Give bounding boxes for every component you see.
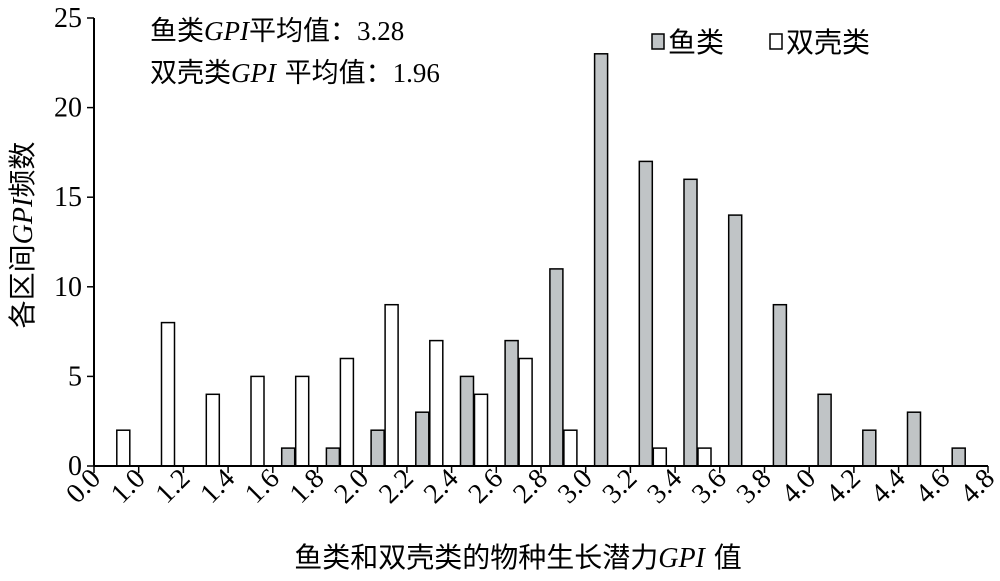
bar-bivalve-2.4: [473, 393, 489, 467]
x-tick-label: 2.0: [328, 463, 375, 510]
bar-bivalve-1.6: [294, 375, 310, 467]
x-tick-label: 2.6: [463, 463, 510, 510]
bar-bivalve-3.4: [697, 447, 712, 467]
bar-fish-4.6: [951, 447, 966, 467]
x-tick-label: 3.2: [597, 463, 644, 510]
axes: [87, 17, 989, 473]
y-tick-label: 25: [54, 3, 82, 34]
bar-bivalve-3.2: [652, 447, 668, 467]
bar-fish-4.0: [817, 393, 832, 467]
legend-swatch-fish: [651, 33, 665, 50]
bar-fish-2.2: [415, 411, 430, 467]
x-tick-label: 4.2: [820, 463, 867, 510]
y-axis-label: 各区间GPI频数: [6, 142, 39, 329]
x-tick-label: 4.6: [910, 463, 957, 510]
bar-fish-2.8: [549, 268, 564, 467]
x-tick-label: 4.0: [775, 463, 822, 510]
x-tick-label: 1.8: [284, 463, 331, 510]
y-tick-label: 15: [54, 182, 82, 213]
x-axis-label: 鱼类和双壳类的物种生长潜力GPI 值: [294, 541, 742, 574]
y-tick-labels: 0 5 10 15 20 25: [54, 3, 82, 482]
y-tick-label: 0: [68, 451, 82, 482]
y-tick-label: 5: [68, 361, 82, 392]
y-tick-label: 10: [54, 272, 82, 303]
bar-fish-4.4: [906, 411, 922, 467]
bar-fish-3.2: [638, 160, 654, 467]
bar-bivalve-2.6: [518, 357, 533, 467]
x-tick-label: 3.8: [731, 463, 778, 510]
bar-fish-3.8: [772, 303, 788, 467]
bar-fish-1.8: [325, 447, 341, 467]
legend-swatch-bivalve: [769, 33, 783, 50]
x-tick-label: 1.0: [105, 463, 152, 510]
x-tick-label: 3.4: [641, 463, 688, 510]
x-tick-label: 3.0: [552, 463, 599, 510]
bar-fish-2.0: [370, 429, 385, 467]
legend-label-bivalve: 双壳类: [786, 26, 870, 59]
bar-bivalve-1.8: [339, 357, 355, 467]
legend: 鱼类 双壳类: [651, 26, 870, 59]
bar-bivalve-2.2: [429, 339, 444, 467]
legend-label-fish: 鱼类: [668, 26, 724, 59]
x-tick-label: 2.8: [507, 463, 554, 510]
x-tick-label: 2.2: [373, 463, 420, 510]
x-tick-label: 4.8: [954, 463, 1000, 510]
bar-fish-3.6: [727, 214, 743, 467]
annotation-bivalve-mean: 双壳类GPI 平均值：1.96: [150, 58, 440, 89]
x-tick-label: 4.4: [865, 463, 912, 510]
bar-bivalve-0.8: [116, 429, 131, 467]
bar-fish-4.2: [862, 429, 877, 467]
bar-fish-2.4: [459, 375, 475, 467]
bar-bivalve-1.4: [250, 375, 265, 467]
bar-fish-2.6: [504, 339, 519, 467]
x-tick-label: 3.6: [686, 463, 733, 510]
annotation-fish-mean: 鱼类GPI平均值：3.28: [150, 16, 404, 47]
bar-fish-3.4: [683, 178, 698, 467]
bar-bivalve-1.0: [160, 321, 176, 467]
bar-bivalve-2.0: [384, 303, 399, 467]
x-tick-label: 2.4: [418, 463, 465, 510]
x-tick-labels: 0.01.01.21.41.61.82.02.22.42.62.83.03.23…: [60, 463, 1000, 510]
x-tick-label: 1.2: [150, 463, 197, 510]
bar-fish-1.6: [280, 447, 296, 467]
bar-fish-3.0: [593, 53, 609, 467]
x-tick-label: 1.6: [239, 463, 286, 510]
x-tick-label: 1.4: [194, 463, 241, 510]
bar-group: [116, 53, 966, 467]
bar-bivalve-1.2: [205, 393, 221, 467]
y-tick-label: 20: [54, 93, 82, 124]
bar-bivalve-2.8: [563, 429, 578, 467]
